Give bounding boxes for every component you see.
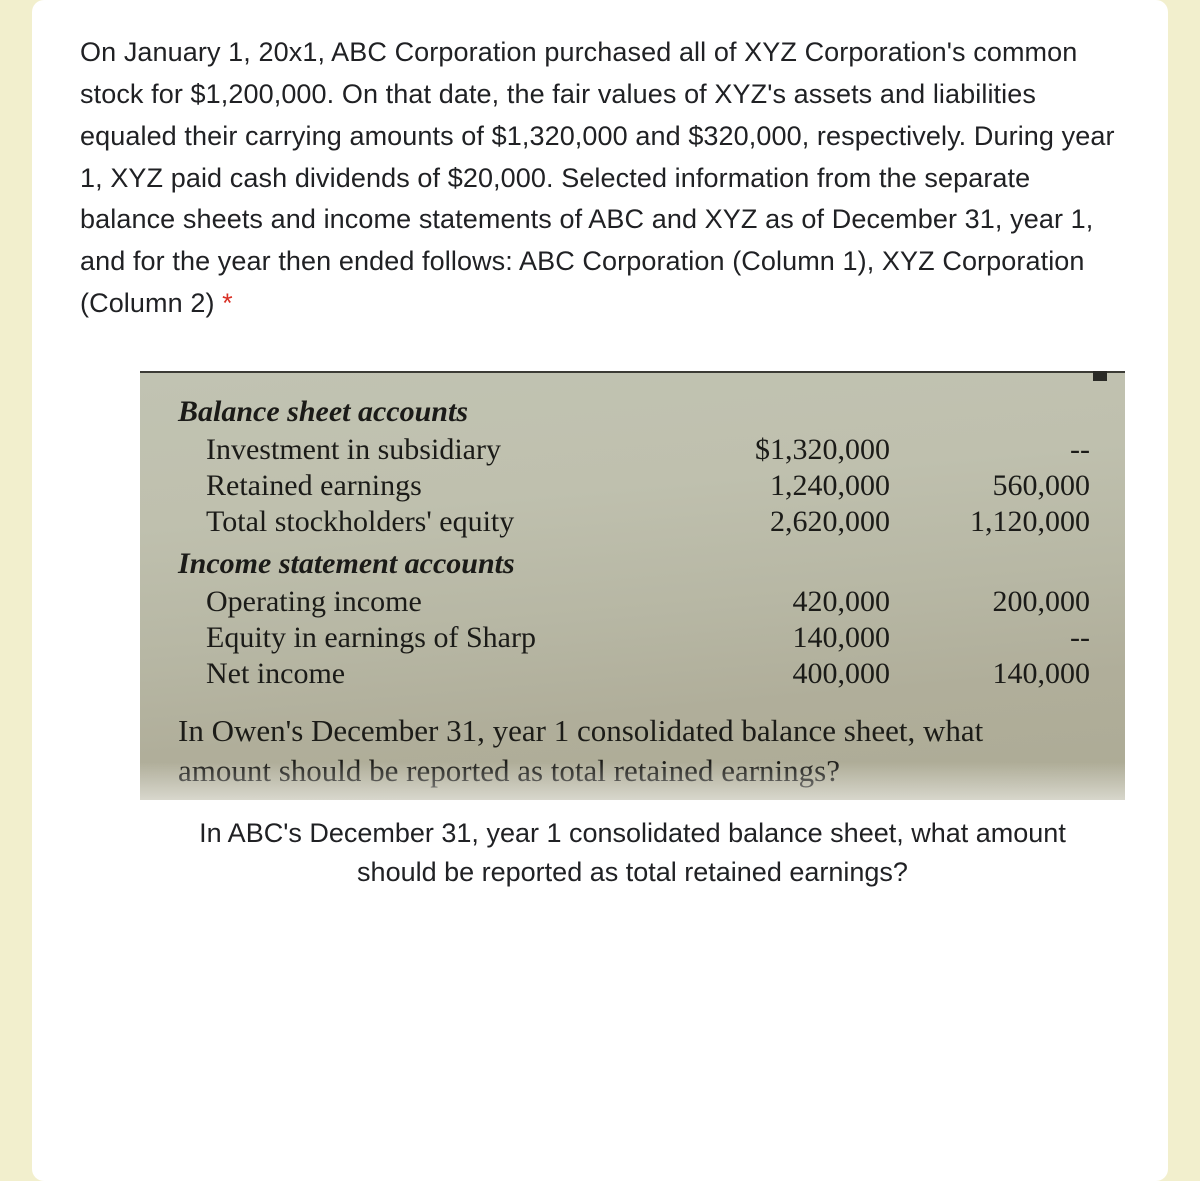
table-row-label: Net income — [178, 657, 688, 691]
table-cell: 140,000 — [908, 657, 1108, 691]
embedded-image: Balance sheet accounts Investment in sub… — [140, 371, 1125, 893]
section-heading-balance: Balance sheet accounts — [178, 395, 1099, 429]
balance-sheet-table: Investment in subsidiary $1,320,000 -- R… — [178, 433, 1099, 539]
question-text: On January 1, 20x1, ABC Corporation purc… — [80, 32, 1120, 325]
table-cell: 140,000 — [688, 621, 908, 655]
caption-question: In ABC's December 31, year 1 consolidate… — [140, 814, 1125, 892]
table-cell: $1,320,000 — [688, 433, 908, 467]
table-cell: 560,000 — [908, 469, 1108, 503]
section-heading-income: Income statement accounts — [178, 547, 1099, 581]
table-cell: 2,620,000 — [688, 505, 908, 539]
question-body: On January 1, 20x1, ABC Corporation purc… — [80, 37, 1115, 318]
table-cell: 1,240,000 — [688, 469, 908, 503]
scanned-question-text: In Owen's December 31, year 1 consolidat… — [178, 711, 1099, 790]
table-row-label: Investment in subsidiary — [178, 433, 688, 467]
table-row-label: Total stockholders' equity — [178, 505, 688, 539]
form-card: On January 1, 20x1, ABC Corporation purc… — [32, 0, 1168, 1181]
table-row-label: Retained earnings — [178, 469, 688, 503]
table-cell: -- — [908, 433, 1108, 467]
table-cell: 400,000 — [688, 657, 908, 691]
table-cell: -- — [908, 621, 1108, 655]
table-row-label: Equity in earnings of Sharp — [178, 621, 688, 655]
income-statement-table: Operating income 420,000 200,000 Equity … — [178, 585, 1099, 691]
table-cell: 200,000 — [908, 585, 1108, 619]
table-row-label: Operating income — [178, 585, 688, 619]
table-cell: 420,000 — [688, 585, 908, 619]
table-cell: 1,120,000 — [908, 505, 1108, 539]
scanned-table: Balance sheet accounts Investment in sub… — [140, 371, 1125, 800]
required-asterisk: * — [215, 288, 233, 318]
